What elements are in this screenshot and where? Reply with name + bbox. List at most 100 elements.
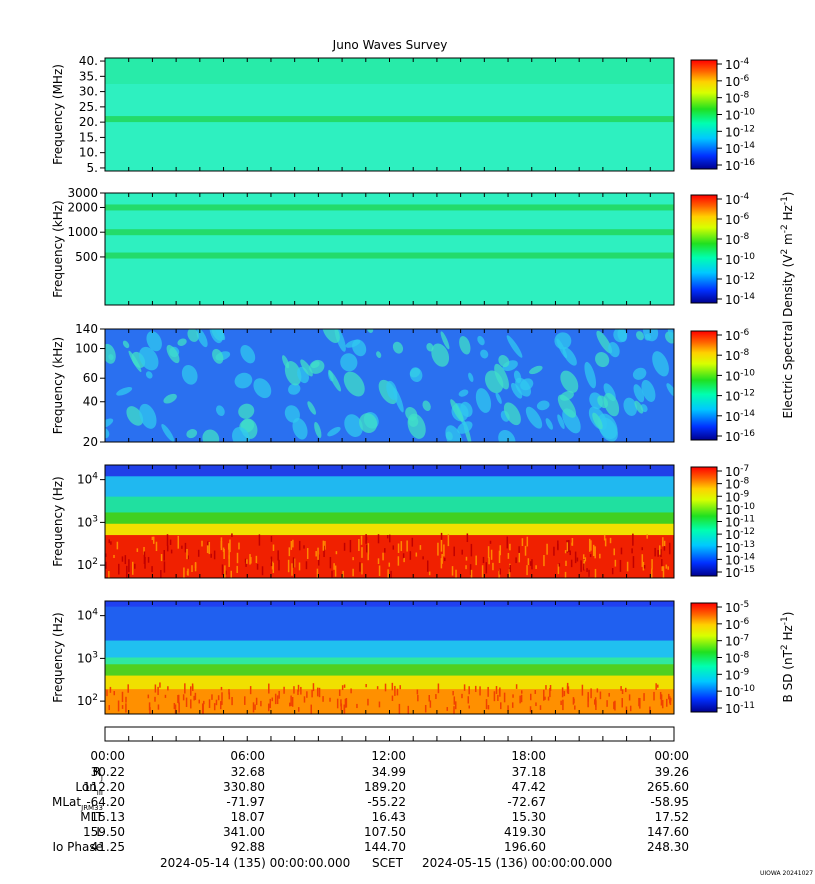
burst-patch (636, 331, 644, 341)
colorbar-tick-label: 10-12 (725, 527, 755, 542)
spectral-spike (580, 560, 582, 572)
spectral-layer (105, 512, 674, 525)
y-tick-label: 5. (87, 161, 98, 175)
spectral-spike (185, 697, 188, 708)
spectral-spike (390, 570, 392, 578)
burst-patch (327, 426, 341, 437)
colorbar-tick-label: 10-8 (725, 348, 750, 363)
spectral-spike (543, 555, 545, 567)
spectral-spike (136, 548, 139, 552)
spectral-spike (543, 689, 545, 701)
spectral-spike (546, 543, 548, 555)
spectral-spike (121, 705, 124, 709)
spectral-spike (461, 549, 463, 555)
y-axis-label: Frequency (Hz) (51, 476, 65, 567)
burst-patch (632, 367, 647, 380)
ephem-row-label: Io Phase (52, 840, 103, 854)
burst-patch (556, 338, 568, 359)
spectrogram-1 (105, 58, 674, 171)
spectral-spike (246, 559, 248, 564)
spectral-spike (231, 533, 233, 538)
spectral-spike (588, 569, 590, 577)
spectral-spike (389, 534, 391, 543)
spectral-spike (338, 689, 341, 696)
spectral-spike (547, 696, 550, 701)
spectral-spike (520, 690, 523, 694)
spectral-spike (574, 551, 577, 564)
y-tick-label: 3000 (67, 186, 98, 200)
spectral-spike (184, 683, 186, 694)
spectral-spike (128, 559, 130, 573)
spectral-spike (564, 550, 567, 554)
spectral-spike (451, 566, 454, 576)
burst-patch (667, 329, 674, 340)
colorbar-tick-label: 10-14 (725, 409, 755, 424)
spectral-spike (485, 699, 488, 710)
y-tick-label: 500 (75, 250, 98, 264)
spectral-spike (342, 570, 344, 578)
spectral-spike (143, 551, 146, 565)
spectral-spike (367, 543, 370, 555)
spectral-spike (193, 695, 195, 701)
spectral-spike (270, 556, 273, 567)
emission-band (105, 252, 674, 259)
spectral-spike (453, 706, 455, 714)
spectral-spike (568, 539, 570, 553)
spectral-spike (151, 566, 153, 573)
spectral-spike (444, 557, 446, 562)
spectral-spike (482, 556, 485, 564)
spectral-spike (474, 685, 477, 692)
ephem-value: 265.60 (647, 780, 689, 794)
ephem-value: 144.70 (364, 840, 406, 854)
spectral-spike (236, 565, 238, 573)
spectral-spike (203, 700, 205, 705)
spectral-spike (154, 696, 156, 702)
ephem-value: 16.43 (372, 810, 406, 824)
spectral-spike (653, 691, 655, 701)
spectral-spike (437, 683, 440, 694)
burst-patch (450, 399, 464, 422)
spectral-spike (361, 563, 363, 575)
spectral-spike (557, 543, 559, 551)
spectral-spike (584, 557, 587, 562)
spectral-spike (270, 535, 273, 542)
burst-patch (641, 379, 656, 402)
spectral-spike (487, 686, 489, 697)
colorbar-1 (690, 59, 718, 170)
colorbar-tick-label: 10-4 (725, 192, 750, 207)
colorbar-tick-label: 10-10 (725, 684, 755, 699)
colorbar-tick-label: 10-16 (725, 429, 755, 444)
spectral-spike (620, 547, 623, 555)
spectral-spike (292, 539, 294, 548)
spectral-spike (631, 548, 633, 554)
burst-patch (300, 359, 313, 377)
spectral-spike (221, 564, 224, 576)
burst-patch (139, 346, 159, 371)
spectral-spike (297, 684, 300, 692)
y-tick-label: 103 (77, 650, 98, 665)
spectral-spike (662, 537, 664, 547)
spectral-spike (657, 549, 659, 557)
spectral-spike (305, 561, 308, 570)
spectral-spike (201, 540, 203, 547)
spectrogram-4 (105, 465, 674, 578)
burst-patch (440, 331, 450, 350)
burst-patch (240, 345, 256, 364)
spectral-spike (614, 700, 616, 711)
spectral-spike (236, 552, 239, 564)
spectral-spike (221, 700, 223, 704)
spectral-spike (469, 564, 472, 576)
spectral-spike (340, 699, 342, 707)
spectral-spike (177, 694, 179, 703)
spectral-spike (333, 563, 335, 570)
spectral-layer (105, 476, 674, 498)
spectral-spike (453, 546, 455, 557)
spectral-spike (660, 694, 663, 699)
y-tick-label: 40. (79, 54, 98, 68)
spectral-spike (411, 537, 414, 547)
burst-patch (422, 400, 431, 411)
spectral-spike (274, 693, 277, 705)
spectral-spike (391, 682, 394, 691)
burst-patch (307, 401, 316, 415)
spectral-spike (126, 565, 128, 578)
